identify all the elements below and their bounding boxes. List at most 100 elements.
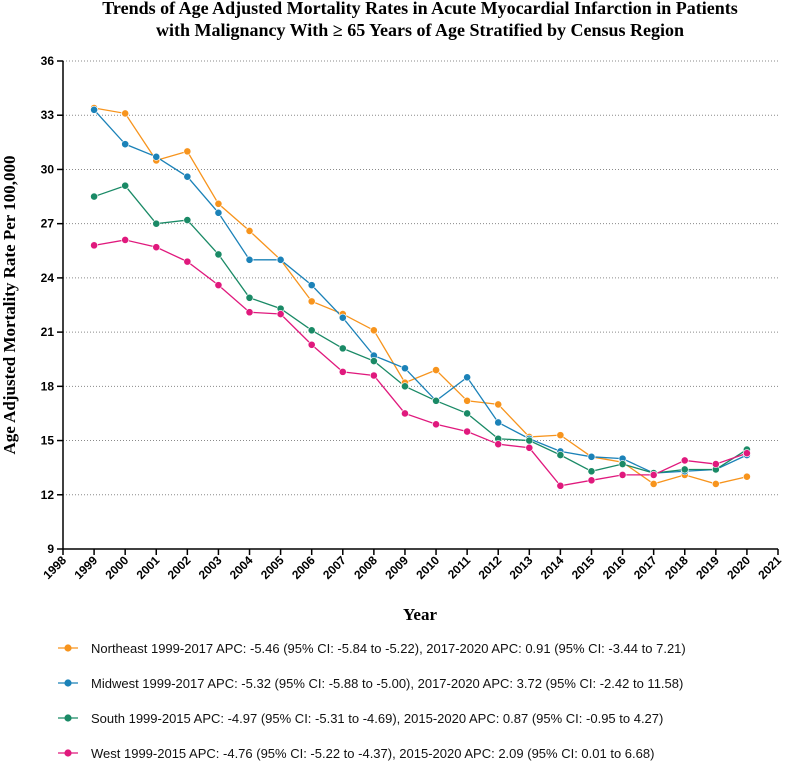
gridlines	[63, 60, 778, 496]
y-tick-label: 30	[41, 162, 55, 176]
data-point-south	[680, 465, 689, 474]
x-tick-label: 1999	[71, 553, 100, 582]
legend-label-south: South 1999-2015 APC: -4.97 (95% CI: -5.3…	[91, 711, 663, 726]
data-point-west	[711, 460, 720, 468]
data-point-south	[618, 460, 627, 468]
data-point-midwest	[587, 452, 596, 461]
y-tick-label: 15	[41, 434, 55, 448]
data-point-midwest	[401, 364, 409, 373]
data-point-west	[556, 481, 565, 490]
data-point-west	[121, 236, 130, 244]
x-tick-label: 2019	[693, 553, 722, 582]
x-tick-label: 2009	[382, 553, 411, 582]
data-point-west	[525, 443, 534, 452]
x-tick-label: 2014	[538, 553, 567, 582]
x-tick-label: 1998	[40, 553, 69, 582]
data-point-northeast	[183, 147, 192, 156]
data-point-midwest	[121, 140, 130, 149]
legend-marker-midwest	[64, 679, 72, 687]
data-point-south	[183, 216, 192, 224]
data-point-west	[276, 310, 285, 318]
y-tick-label: 21	[41, 325, 55, 339]
series-lines	[90, 104, 751, 490]
chart-title-line-1: Trends of Age Adjusted Mortality Rates i…	[102, 0, 737, 18]
chart-title: Trends of Age Adjusted Mortality Rates i…	[102, 0, 737, 40]
x-tick-label: 2002	[165, 553, 194, 582]
x-tick-label: 2010	[413, 553, 442, 582]
data-point-south	[556, 451, 565, 459]
series-line-northeast	[93, 107, 748, 485]
data-point-northeast	[121, 109, 130, 118]
data-point-west	[649, 470, 658, 479]
x-tick-label: 2020	[724, 553, 753, 582]
x-tick-label: 2011	[445, 553, 474, 582]
x-tick-label: 2005	[258, 553, 287, 582]
data-point-west	[369, 371, 378, 380]
data-point-northeast	[649, 480, 658, 488]
data-point-northeast	[432, 366, 440, 374]
series-line-midwest	[93, 109, 748, 474]
data-point-west	[245, 308, 254, 317]
data-point-northeast	[463, 396, 472, 405]
y-axis-label: Age Adjusted Mortality Rate Per 100,000	[0, 155, 19, 454]
legend-label-midwest: Midwest 1999-2017 APC: -5.32 (95% CI: -5…	[91, 676, 683, 691]
data-point-west	[90, 241, 98, 250]
x-tick-label: 2015	[569, 553, 598, 582]
x-tick-label: 2013	[507, 553, 536, 582]
data-point-west	[494, 440, 503, 449]
data-point-northeast	[369, 326, 378, 335]
data-point-northeast	[307, 297, 316, 306]
data-point-south	[121, 181, 130, 190]
x-tick-label: 2018	[662, 553, 691, 582]
data-point-midwest	[338, 313, 347, 322]
data-point-south	[432, 396, 440, 405]
x-tick-label: 2021	[755, 553, 784, 582]
data-point-south	[401, 382, 409, 391]
x-tick-label: 2016	[600, 553, 629, 582]
y-tick-label: 33	[41, 108, 55, 122]
data-point-south	[463, 409, 472, 418]
data-point-west	[463, 427, 472, 436]
data-point-midwest	[90, 105, 98, 114]
data-point-west	[432, 420, 440, 429]
y-tick-label: 36	[41, 54, 55, 68]
data-point-northeast	[214, 199, 223, 208]
x-tick-label: 2001	[134, 553, 163, 582]
x-axis-label: Year	[403, 605, 437, 624]
data-point-west	[152, 243, 161, 252]
data-point-midwest	[276, 255, 285, 264]
x-tick-label: 2006	[289, 553, 318, 582]
y-tick-label: 27	[41, 217, 55, 231]
series-line-west	[93, 239, 748, 487]
data-point-west	[214, 281, 223, 290]
data-point-midwest	[183, 172, 192, 181]
data-point-midwest	[214, 208, 223, 217]
y-tick-label: 24	[41, 271, 55, 285]
data-point-northeast	[711, 480, 720, 488]
y-tick-label: 9	[47, 542, 54, 556]
x-tick-label: 2012	[476, 553, 505, 582]
data-point-midwest	[245, 255, 254, 264]
data-point-west	[183, 257, 192, 266]
data-point-south	[214, 250, 223, 259]
data-point-south	[338, 344, 347, 353]
x-tick-label: 2004	[227, 553, 256, 582]
legend-label-northeast: Northeast 1999-2017 APC: -5.46 (95% CI: …	[91, 641, 686, 656]
data-point-south	[90, 192, 98, 201]
chart-title-line-2: with Malignancy With ≥ 65 Years of Age S…	[156, 20, 684, 40]
data-point-west	[618, 470, 627, 479]
data-point-west	[338, 367, 347, 376]
data-point-south	[369, 357, 378, 365]
legend-marker-south	[64, 714, 72, 722]
y-tick-label: 12	[41, 488, 55, 502]
data-point-midwest	[152, 152, 161, 161]
x-tick-label: 2000	[103, 553, 132, 582]
data-point-south	[525, 436, 534, 445]
data-point-northeast	[494, 400, 503, 409]
data-point-west	[680, 456, 689, 465]
y-tick-label: 18	[41, 379, 55, 393]
data-point-south	[307, 326, 316, 335]
legend-label-west: West 1999-2015 APC: -4.76 (95% CI: -5.22…	[91, 746, 654, 761]
legend-marker-west	[64, 749, 72, 757]
